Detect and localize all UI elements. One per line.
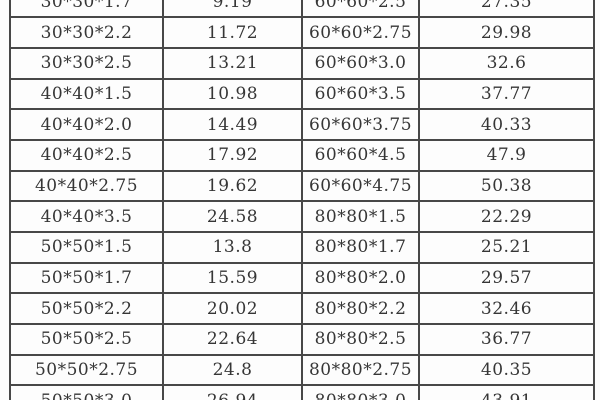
spec-cell: 40*40*2.75 bbox=[9, 169, 164, 203]
spec-cell: 50*50*1.7 bbox=[9, 261, 164, 295]
weight-cell: 20.02 bbox=[162, 292, 303, 326]
weight-cell: 24.8 bbox=[162, 353, 303, 387]
spec-cell: 80*80*2.75 bbox=[301, 353, 420, 387]
weight-cell: 40.35 bbox=[418, 353, 595, 387]
weight-cell: 11.72 bbox=[162, 16, 303, 49]
weight-cell: 25.21 bbox=[418, 231, 595, 264]
weight-cell: 27.35 bbox=[418, 0, 595, 19]
spec-cell: 50*50*2.5 bbox=[9, 323, 164, 356]
table-row: 40*40*1.5 10.98 60*60*3.5 37.77 bbox=[9, 77, 595, 111]
weight-cell: 26.94 bbox=[162, 384, 303, 400]
spec-cell: 40*40*3.5 bbox=[9, 200, 164, 233]
weight-cell: 22.64 bbox=[162, 323, 303, 356]
weight-cell: 13.8 bbox=[162, 231, 303, 264]
table-row: 50*50*1.7 15.59 80*80*2.0 29.57 bbox=[9, 261, 595, 295]
weight-cell: 32.6 bbox=[418, 46, 595, 80]
spec-cell: 50*50*3.0 bbox=[9, 384, 164, 400]
weight-cell: 13.21 bbox=[162, 46, 303, 80]
table-row: 50*50*2.2 20.02 80*80*2.2 32.46 bbox=[9, 292, 595, 326]
table-row: 40*40*2.0 14.49 60*60*3.75 40.33 bbox=[9, 108, 595, 141]
spec-cell: 80*80*2.0 bbox=[301, 261, 420, 295]
spec-cell: 80*80*1.7 bbox=[301, 231, 420, 264]
weight-cell: 40.33 bbox=[418, 108, 595, 141]
table-row: 50*50*3.0 26.94 80*80*3.0 43.91 bbox=[9, 384, 595, 400]
table-row: 40*40*3.5 24.58 80*80*1.5 22.29 bbox=[9, 200, 595, 233]
spec-cell: 40*40*2.0 bbox=[9, 108, 164, 141]
spec-cell: 60*60*3.0 bbox=[301, 46, 420, 80]
weight-cell: 43.91 bbox=[418, 384, 595, 400]
weight-cell: 32.46 bbox=[418, 292, 595, 326]
spec-cell: 80*80*2.5 bbox=[301, 323, 420, 356]
weight-cell: 22.29 bbox=[418, 200, 595, 233]
spec-cell: 60*60*2.75 bbox=[301, 16, 420, 49]
spec-cell: 50*50*1.5 bbox=[9, 231, 164, 264]
table-row: 30*30*2.5 13.21 60*60*3.0 32.6 bbox=[9, 46, 595, 80]
weight-cell: 24.58 bbox=[162, 200, 303, 233]
table-row: 40*40*2.5 17.92 60*60*4.5 47.9 bbox=[9, 138, 595, 172]
weight-cell: 36.77 bbox=[418, 323, 595, 356]
weight-cell: 15.59 bbox=[162, 261, 303, 295]
spec-cell: 50*50*2.2 bbox=[9, 292, 164, 326]
spec-cell: 60*60*3.5 bbox=[301, 77, 420, 111]
weight-cell: 37.77 bbox=[418, 77, 595, 111]
weight-cell: 29.98 bbox=[418, 16, 595, 49]
weight-cell: 29.57 bbox=[418, 261, 595, 295]
table-row: 50*50*2.75 24.8 80*80*2.75 40.35 bbox=[9, 353, 595, 387]
spec-cell: 40*40*1.5 bbox=[9, 77, 164, 111]
table-row: 40*40*2.75 19.62 60*60*4.75 50.38 bbox=[9, 169, 595, 203]
weight-cell: 47.9 bbox=[418, 138, 595, 172]
table-row: 30*30*1.7 9.19 60*60*2.5 27.35 bbox=[9, 0, 595, 19]
spec-cell: 80*80*2.2 bbox=[301, 292, 420, 326]
weight-cell: 19.62 bbox=[162, 169, 303, 203]
table-row: 50*50*1.5 13.8 80*80*1.7 25.21 bbox=[9, 231, 595, 264]
spec-cell: 80*80*1.5 bbox=[301, 200, 420, 233]
spec-cell: 60*60*4.75 bbox=[301, 169, 420, 203]
weight-cell: 9.19 bbox=[162, 0, 303, 19]
spec-cell: 80*80*3.0 bbox=[301, 384, 420, 400]
spec-cell: 30*30*2.5 bbox=[9, 46, 164, 80]
spec-cell: 60*60*4.5 bbox=[301, 138, 420, 172]
spec-weight-table: 30*30*1.7 9.19 60*60*2.5 27.35 30*30*2.2… bbox=[9, 0, 595, 400]
spec-cell: 40*40*2.5 bbox=[9, 138, 164, 172]
spec-cell: 30*30*1.7 bbox=[9, 0, 164, 19]
weight-cell: 50.38 bbox=[418, 169, 595, 203]
spec-cell: 60*60*3.75 bbox=[301, 108, 420, 141]
weight-cell: 10.98 bbox=[162, 77, 303, 111]
table-row: 30*30*2.2 11.72 60*60*2.75 29.98 bbox=[9, 16, 595, 49]
spec-cell: 50*50*2.75 bbox=[9, 353, 164, 387]
table-row: 50*50*2.5 22.64 80*80*2.5 36.77 bbox=[9, 323, 595, 356]
spec-cell: 30*30*2.2 bbox=[9, 16, 164, 49]
weight-cell: 17.92 bbox=[162, 138, 303, 172]
spec-cell: 60*60*2.5 bbox=[301, 0, 420, 19]
weight-cell: 14.49 bbox=[162, 108, 303, 141]
